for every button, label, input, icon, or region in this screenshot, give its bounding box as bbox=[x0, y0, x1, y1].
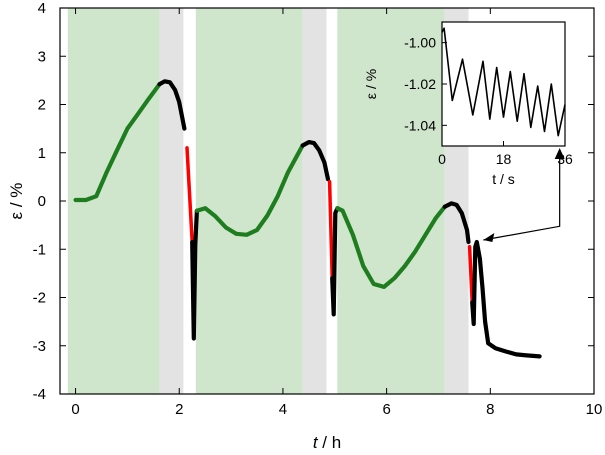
x-tick-label: 10 bbox=[586, 401, 603, 418]
shaded-regions bbox=[67, 8, 469, 394]
inset-x-tick-label: 0 bbox=[438, 151, 446, 167]
series-segment-11 bbox=[470, 239, 542, 359]
x-tick-label: 2 bbox=[175, 401, 183, 418]
series-segment-6 bbox=[327, 179, 334, 280]
inset-y-axis-label: ε / % bbox=[363, 69, 379, 99]
annotation-arrowhead-left bbox=[483, 233, 495, 243]
series-segment-8 bbox=[335, 204, 447, 289]
series-segment-9 bbox=[442, 201, 471, 245]
x-tick-label: 8 bbox=[486, 401, 494, 418]
y-tick-label: -2 bbox=[33, 290, 46, 307]
shaded-region-gray-3 bbox=[302, 8, 327, 394]
main-x-axis-label: t / h bbox=[313, 433, 341, 452]
main-series bbox=[73, 79, 542, 359]
zoom-annotation-arrow bbox=[483, 148, 565, 243]
y-tick-label: 2 bbox=[38, 97, 46, 114]
series-segment-2 bbox=[185, 146, 194, 244]
inset-series-line-0 bbox=[441, 27, 566, 137]
inset-y-tick-label: -1.02 bbox=[404, 76, 436, 92]
y-tick-label: 0 bbox=[38, 193, 46, 210]
x-tick-label: 4 bbox=[279, 401, 287, 418]
inset-y-tick-label: -1.04 bbox=[404, 117, 436, 133]
series-segment-1 bbox=[157, 79, 187, 131]
series-segment-7 bbox=[330, 206, 340, 317]
y-tick-label: -4 bbox=[33, 386, 46, 403]
inset-background bbox=[442, 22, 565, 146]
shaded-region-green-2 bbox=[195, 8, 303, 394]
y-tick-label: 3 bbox=[38, 48, 46, 65]
series-segment-4 bbox=[194, 143, 305, 237]
inset-x-tick-label: 18 bbox=[496, 151, 512, 167]
x-tick-label: 6 bbox=[382, 401, 390, 418]
annotation-line bbox=[483, 150, 561, 241]
y-tick-label: -1 bbox=[33, 241, 46, 258]
y-tick-label: 1 bbox=[38, 145, 46, 162]
series-segment-0 bbox=[73, 82, 162, 203]
series-segment-3 bbox=[190, 208, 199, 341]
inset-ticks: 0 18 36-1.04-1.02-1.00 bbox=[404, 35, 573, 167]
series-segment-10 bbox=[467, 245, 474, 305]
shaded-region-green-4 bbox=[337, 8, 445, 394]
x-tick-label: 0 bbox=[71, 401, 79, 418]
main-ticks: 0 2 4 6 8 10 -4 -3 -2 -1 0 1 2 3 4 bbox=[33, 0, 603, 418]
inset-x-axis-label: t / s bbox=[492, 171, 515, 187]
main-x-axis-label-var: t bbox=[313, 433, 319, 452]
shaded-region-gray-1 bbox=[159, 8, 184, 394]
inset-series bbox=[441, 27, 566, 137]
series-segment-5 bbox=[300, 140, 331, 182]
main-y-axis-label: ε / % bbox=[7, 183, 26, 220]
annotation-arrowhead-up bbox=[554, 148, 565, 159]
y-tick-label: 4 bbox=[38, 0, 46, 17]
y-tick-label: -3 bbox=[33, 338, 46, 355]
main-x-axis-label-unit: / h bbox=[318, 433, 342, 452]
inset-chart: 0 18 36-1.04-1.02-1.00 t / s ε / % bbox=[363, 21, 573, 187]
inset-y-tick-label: -1.00 bbox=[404, 35, 436, 51]
